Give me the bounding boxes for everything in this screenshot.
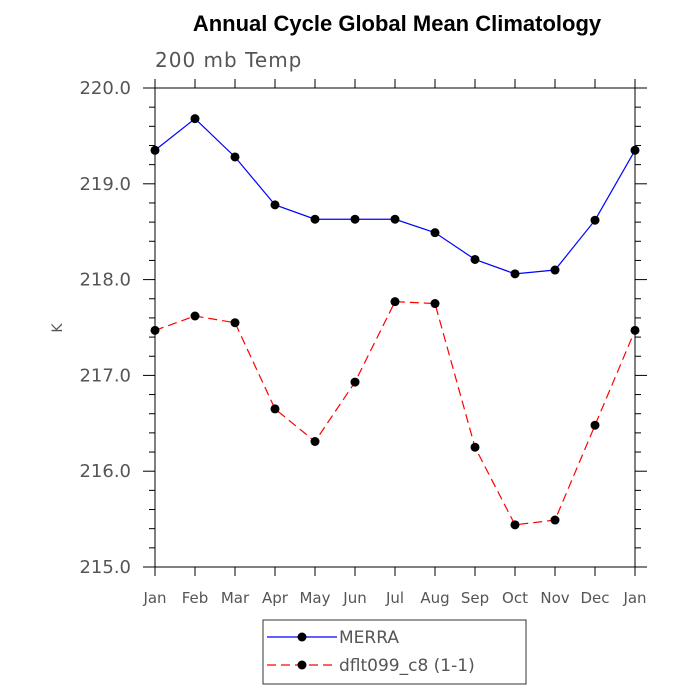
data-point: [190, 311, 200, 321]
legend-marker: [297, 660, 307, 670]
legend-box: [262, 619, 527, 685]
data-point: [350, 214, 360, 224]
data-point: [310, 214, 320, 224]
legend-label: MERRA: [339, 628, 399, 648]
data-point: [590, 420, 600, 430]
chart-title: Annual Cycle Global Mean Climatology: [193, 11, 602, 36]
x-tick-label: Aug: [420, 589, 449, 607]
series-line: [154, 301, 636, 526]
x-tick-label: Oct: [502, 589, 528, 607]
data-point: [350, 377, 360, 387]
data-point: [310, 437, 320, 447]
data-point: [230, 318, 240, 328]
x-tick-label: Feb: [182, 589, 209, 607]
legend: MERRA dflt099_c8 (1-1): [267, 628, 475, 676]
x-tick-label: Sep: [461, 589, 489, 607]
x-tick-label: Jul: [385, 589, 404, 607]
legend-label: dflt099_c8 (1-1): [339, 656, 475, 676]
data-point: [590, 215, 600, 225]
series-layer: [150, 114, 640, 530]
x-tick-label: May: [299, 589, 330, 607]
axis-ticks: [143, 79, 647, 576]
y-tick-label: 220.0: [79, 78, 131, 99]
data-point: [390, 297, 400, 307]
y-tick-label: 219.0: [79, 174, 131, 195]
data-point: [550, 265, 560, 275]
x-tick-label: Apr: [262, 589, 289, 607]
data-point: [510, 520, 520, 530]
data-point: [270, 200, 280, 210]
data-point: [230, 152, 240, 162]
data-point: [470, 254, 480, 264]
x-tick-label: Jan: [142, 589, 166, 607]
x-tick-label: Nov: [540, 589, 569, 607]
y-tick-label: 216.0: [79, 461, 131, 482]
chart-subtitle: 200 mb Temp: [155, 48, 302, 72]
data-point: [190, 114, 200, 124]
data-point: [150, 325, 160, 335]
y-axis-label: K: [50, 323, 66, 333]
y-tick-label: 215.0: [79, 557, 131, 578]
x-tick-label: Mar: [221, 589, 250, 607]
data-point: [430, 228, 440, 238]
x-tick-label: Jan: [622, 589, 646, 607]
x-tick-label: Jun: [342, 589, 366, 607]
data-point: [430, 299, 440, 309]
x-tick-labels: Jan Feb Mar Apr May Jun Jul Aug Sep Oct Nov Dec Jan: [142, 589, 646, 607]
data-point: [270, 404, 280, 414]
plot-frame: [154, 87, 636, 568]
series-2: [150, 297, 640, 530]
series-1: [150, 114, 640, 279]
data-point: [550, 515, 560, 525]
data-point: [390, 214, 400, 224]
series-line: [154, 117, 636, 275]
data-point: [510, 269, 520, 279]
data-point: [630, 145, 640, 155]
legend-marker: [297, 632, 307, 642]
y-tick-label: 218.0: [79, 270, 131, 291]
data-point: [470, 442, 480, 452]
data-point: [630, 325, 640, 335]
x-tick-label: Dec: [580, 589, 609, 607]
data-point: [150, 145, 160, 155]
y-tick-label: 217.0: [79, 365, 131, 386]
y-tick-labels: 215.0 216.0 217.0 218.0 219.0 220.0: [79, 78, 131, 578]
